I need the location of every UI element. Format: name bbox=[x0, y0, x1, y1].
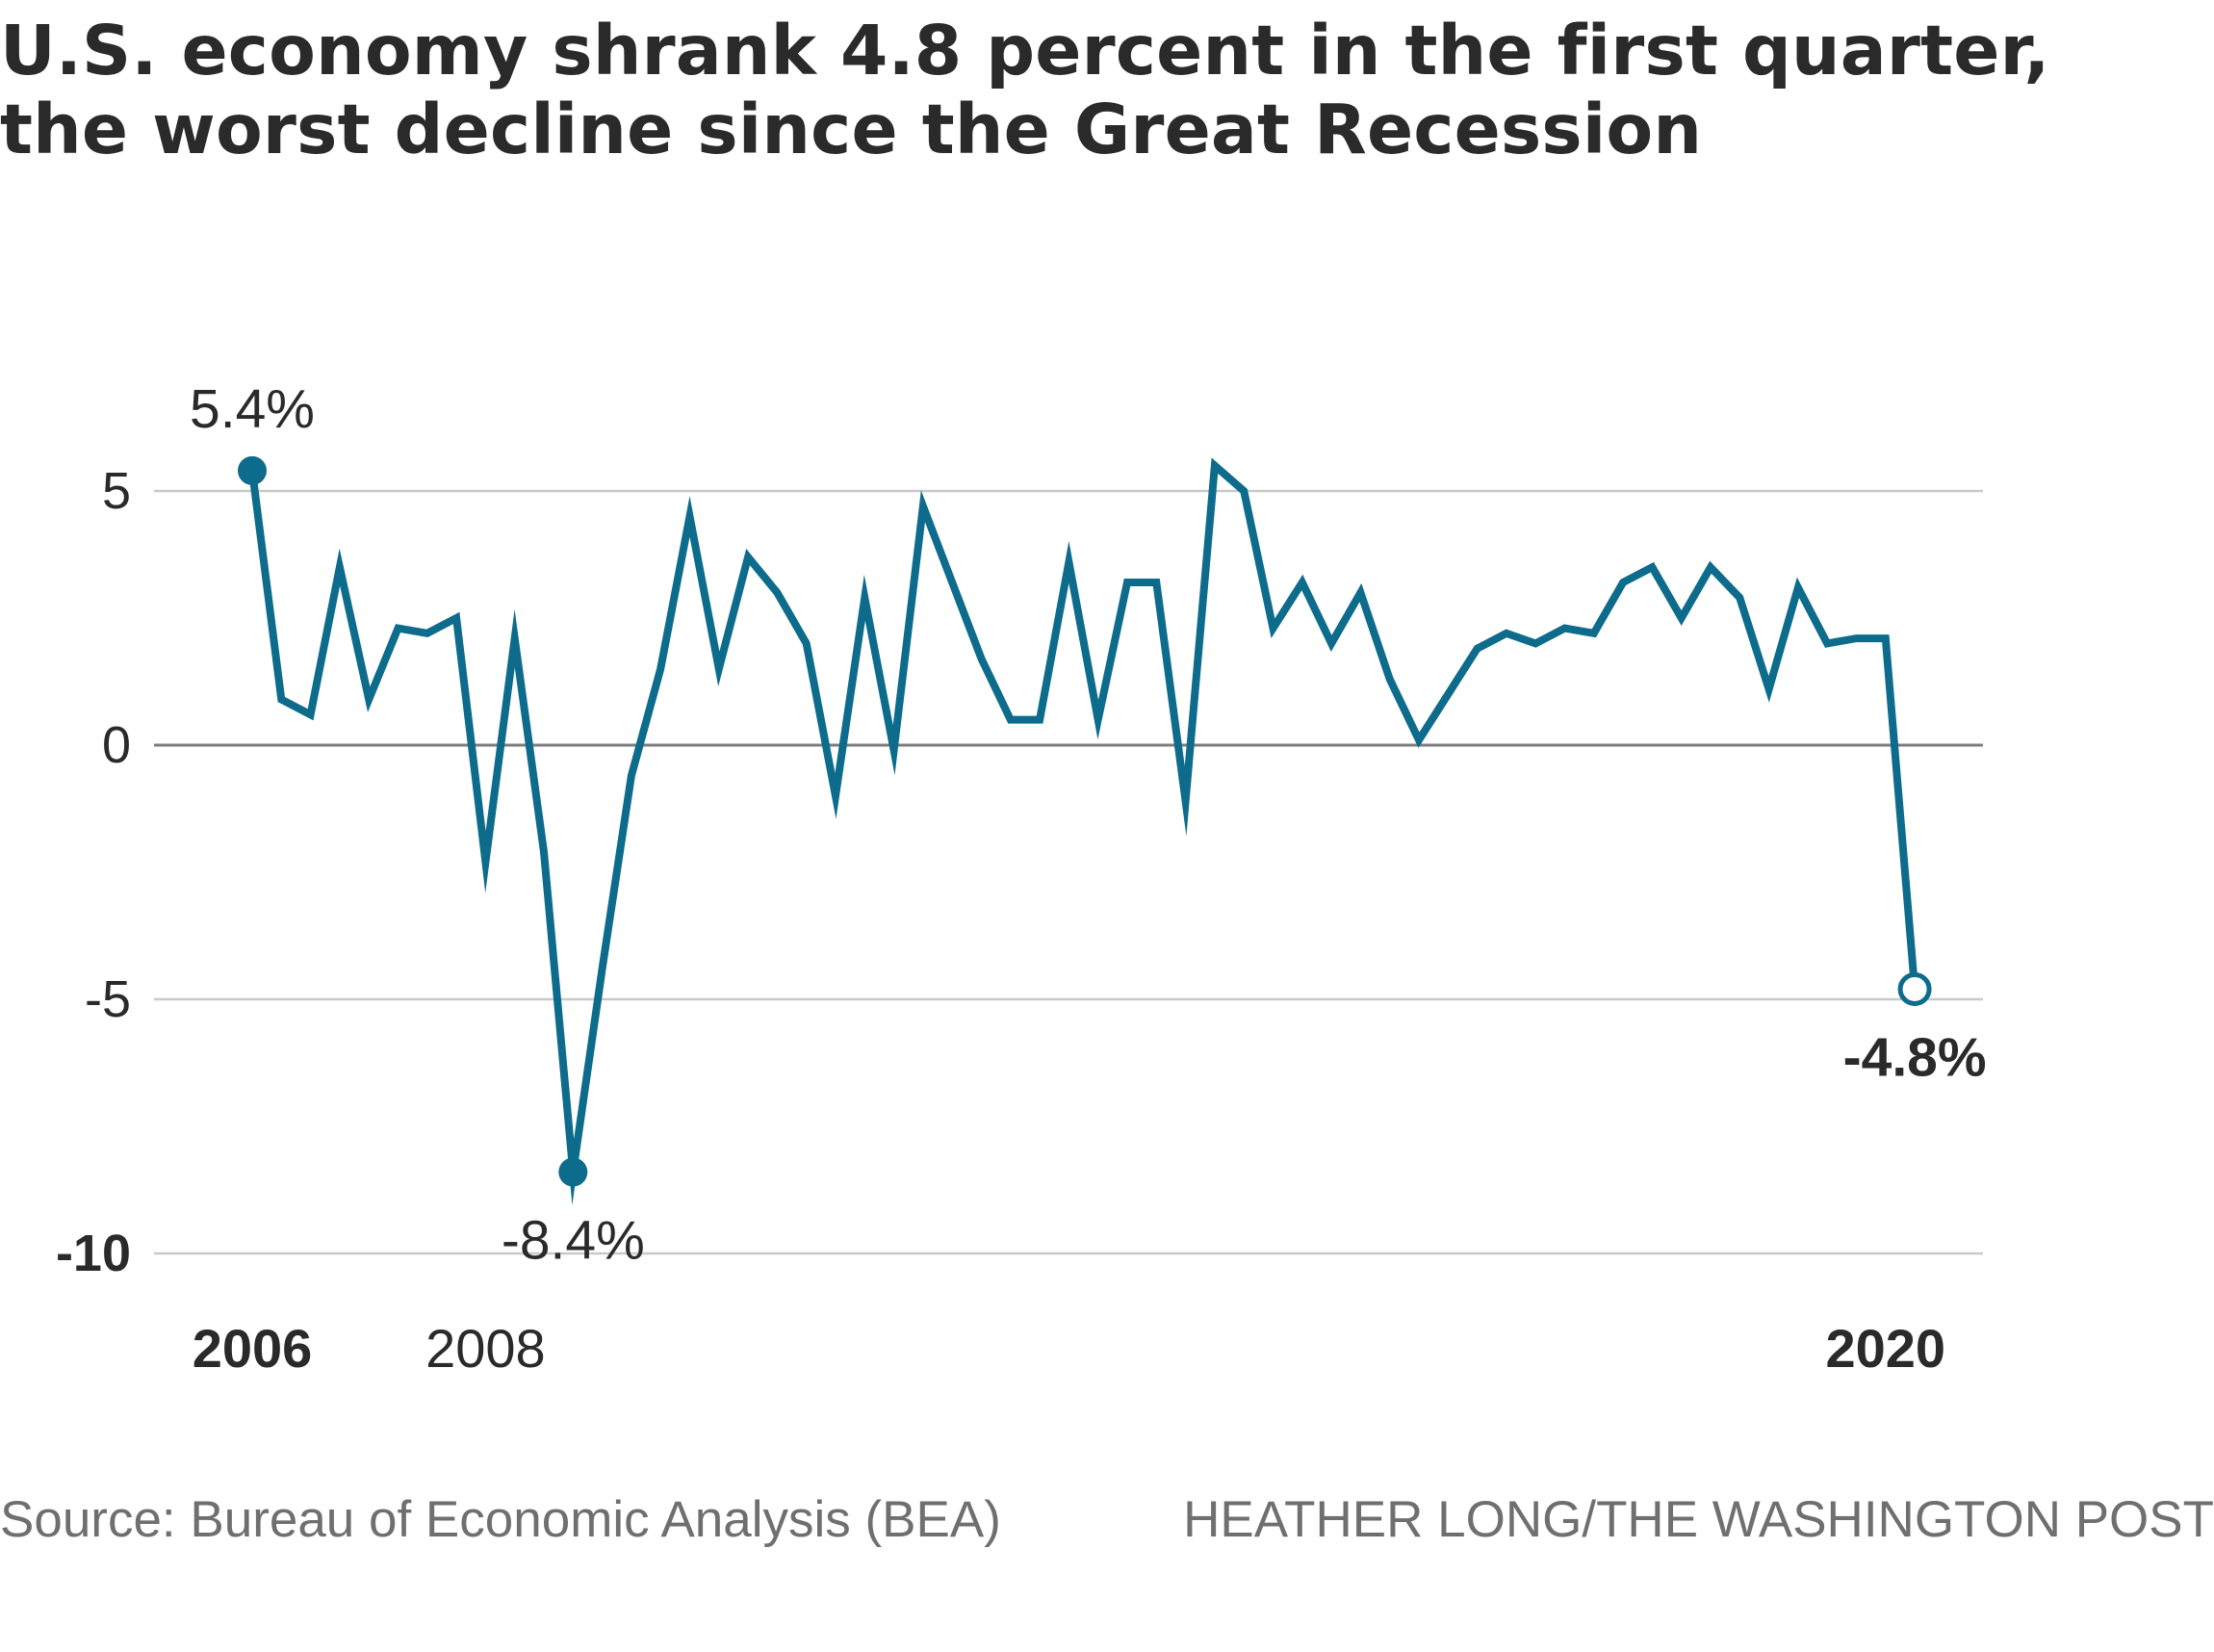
data-label: 5.4% bbox=[190, 378, 315, 440]
x-tick-label: 2008 bbox=[425, 1318, 546, 1379]
y-tick-label: 5 bbox=[102, 462, 131, 520]
data-label: -8.4% bbox=[502, 1210, 645, 1272]
data-label: -4.8% bbox=[1843, 1026, 1987, 1088]
axis-labels: 5 0 -5 -10 2006 2008 2020 bbox=[56, 462, 1945, 1379]
y-tick-label: -10 bbox=[56, 1225, 131, 1282]
source-note: Source: Bureau of Economic Analysis (BEA… bbox=[0, 1491, 1001, 1548]
x-tick-label: 2020 bbox=[1826, 1318, 1946, 1379]
annotations: 5.4% -8.4% -4.8% bbox=[190, 378, 1987, 1272]
y-tick-label: -5 bbox=[85, 970, 131, 1028]
data-point-marker bbox=[558, 1157, 588, 1187]
gridlines bbox=[154, 489, 1983, 1255]
credit-line: HEATHER LONG/THE WASHINGTON POST bbox=[1183, 1491, 2214, 1548]
chart-title: U.S. economy shrank 4.8 percent in the f… bbox=[0, 11, 2050, 169]
data-point-marker bbox=[1897, 971, 1932, 1006]
y-tick-label: 0 bbox=[102, 716, 131, 774]
series-lines bbox=[248, 457, 1919, 1205]
data-point-marker bbox=[238, 455, 267, 485]
x-tick-label: 2006 bbox=[193, 1318, 313, 1379]
series-line bbox=[248, 457, 1919, 1205]
